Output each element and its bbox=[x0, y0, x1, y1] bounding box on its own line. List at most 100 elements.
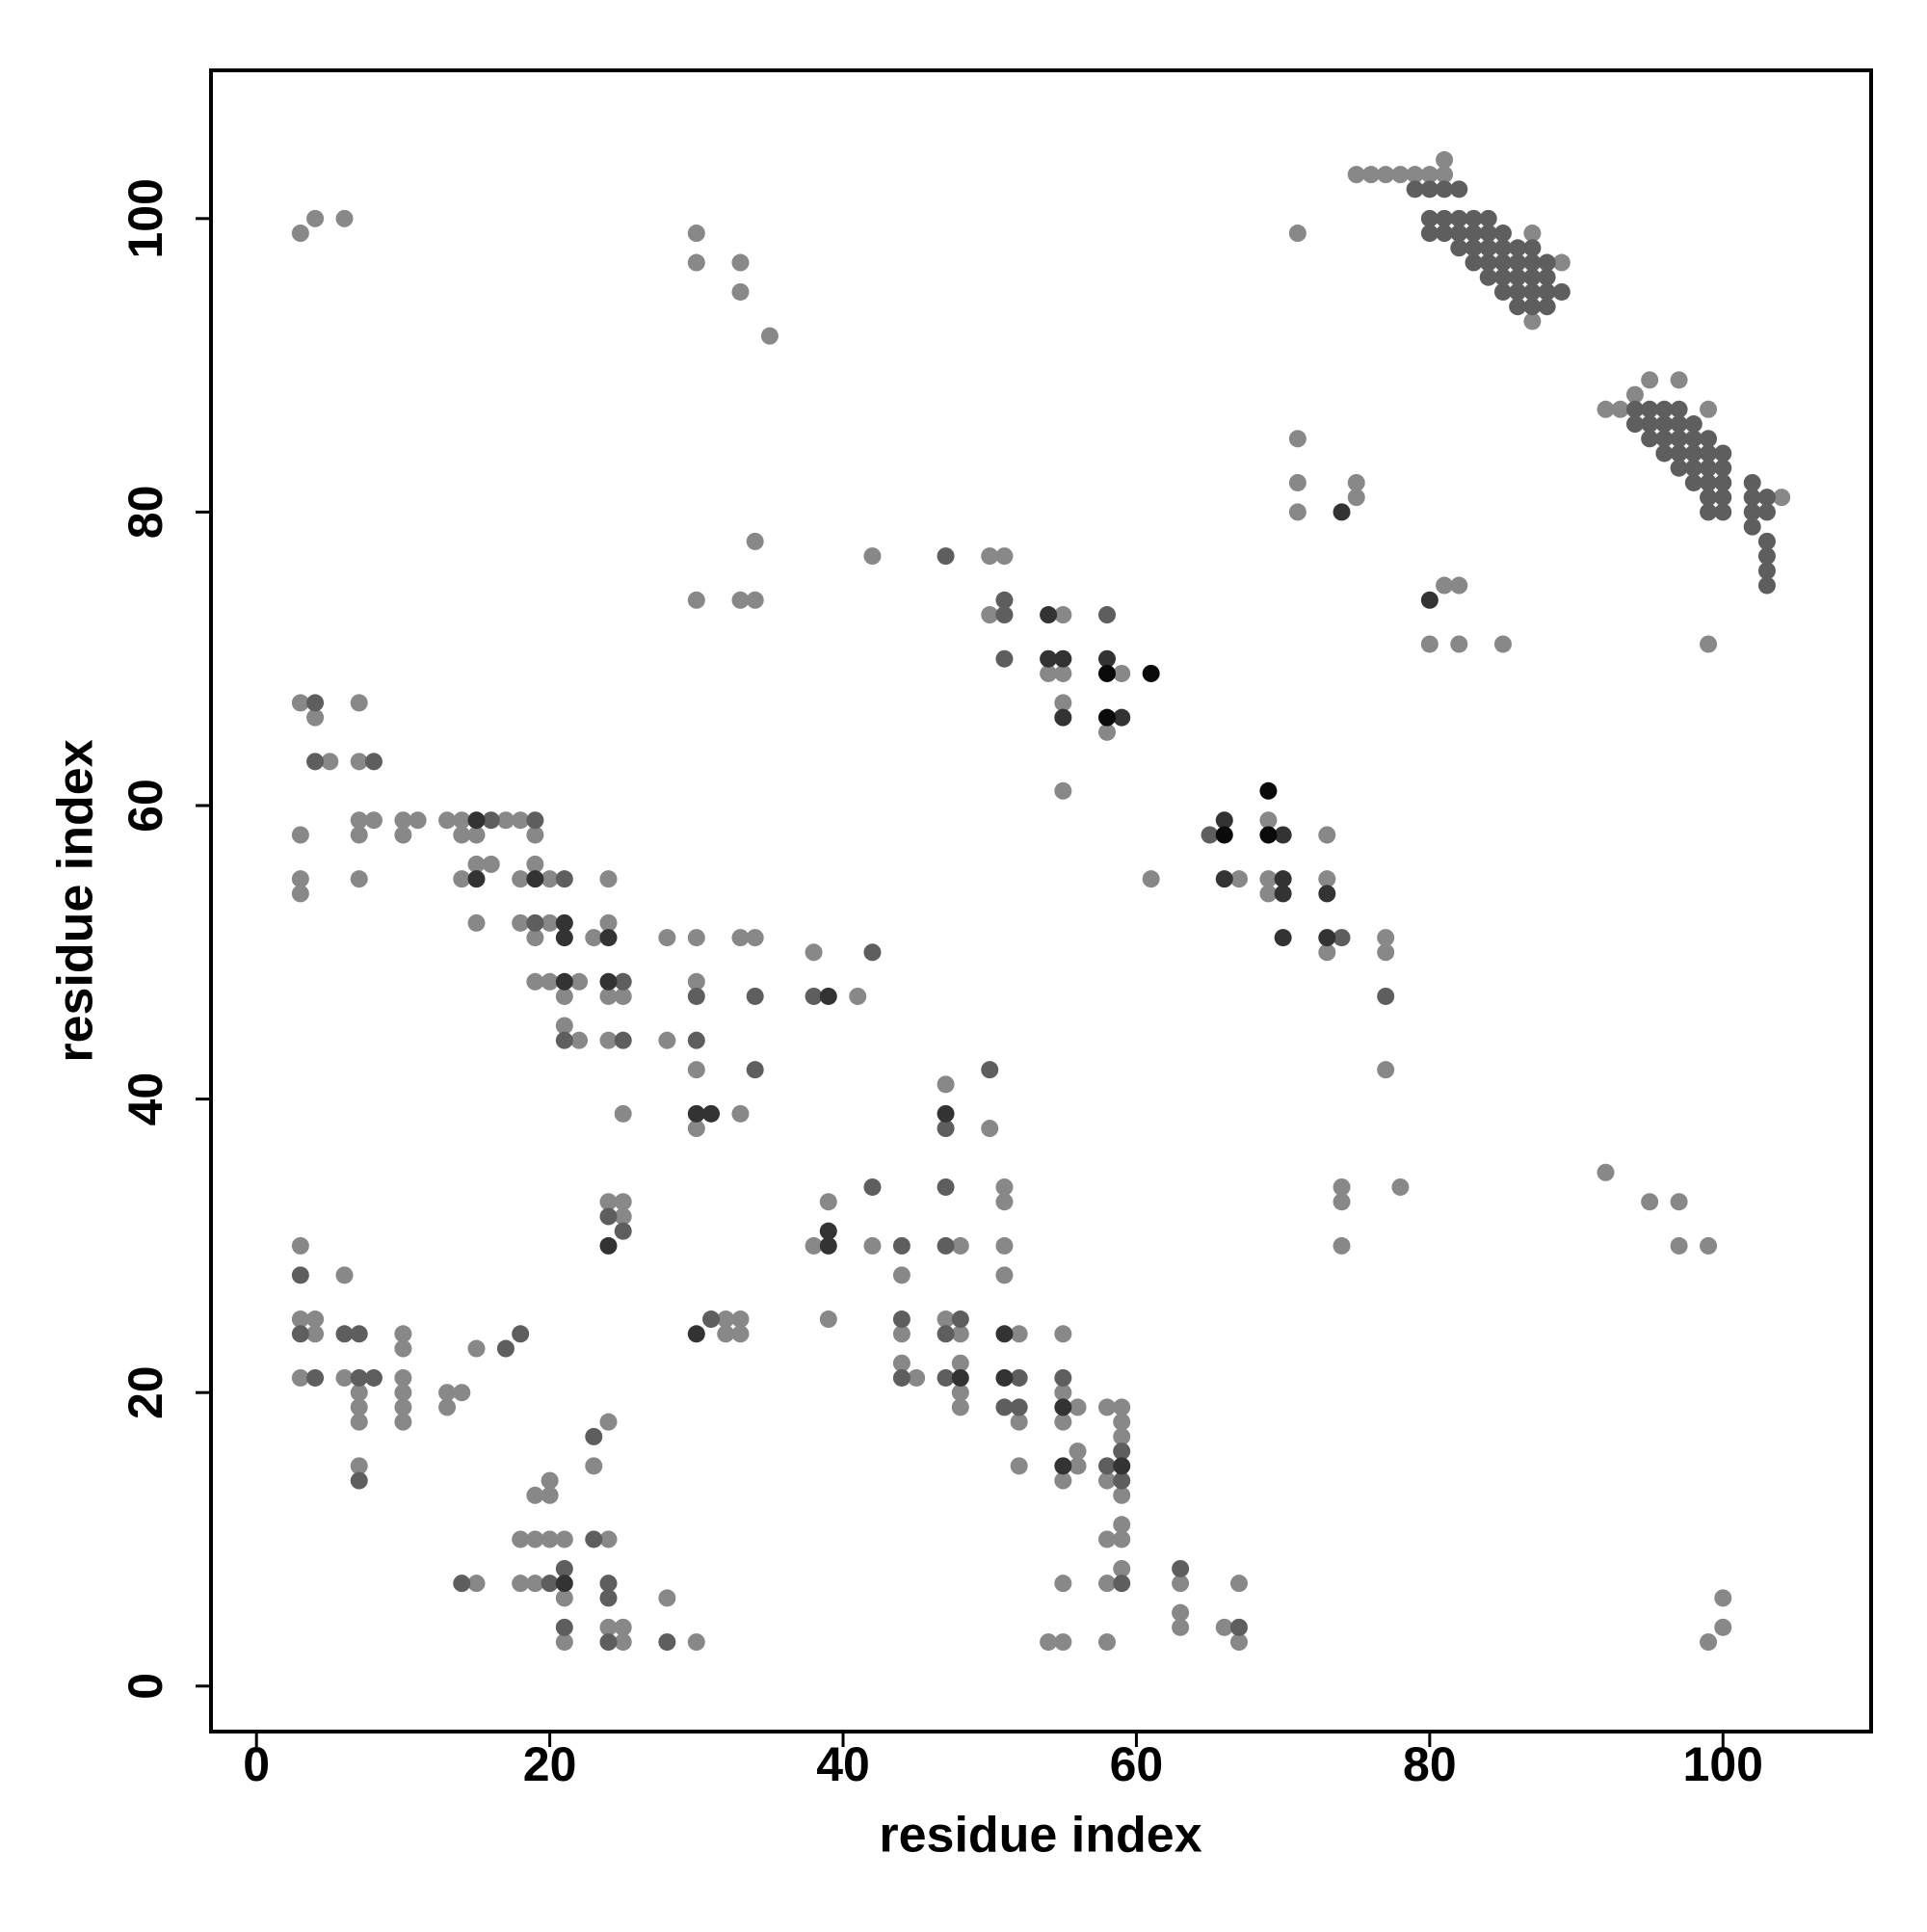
point bbox=[1347, 166, 1365, 184]
point bbox=[1436, 166, 1454, 184]
point bbox=[599, 1193, 618, 1211]
point bbox=[599, 1413, 618, 1431]
point bbox=[1450, 635, 1468, 653]
point bbox=[892, 1236, 911, 1255]
point bbox=[981, 1061, 999, 1079]
point bbox=[1420, 166, 1439, 184]
point bbox=[541, 1575, 559, 1593]
point bbox=[981, 1120, 999, 1138]
point bbox=[1113, 1398, 1131, 1416]
point bbox=[1450, 209, 1468, 227]
point bbox=[570, 1031, 589, 1049]
point bbox=[364, 811, 383, 830]
point bbox=[1700, 459, 1718, 477]
point bbox=[1259, 870, 1278, 888]
point bbox=[1773, 489, 1791, 507]
point bbox=[512, 913, 530, 932]
point bbox=[805, 987, 823, 1005]
point bbox=[555, 913, 573, 932]
point bbox=[1288, 473, 1307, 491]
point bbox=[350, 1457, 368, 1475]
point bbox=[1743, 503, 1761, 521]
point bbox=[1465, 253, 1483, 272]
point bbox=[892, 1325, 911, 1343]
point bbox=[1318, 943, 1336, 962]
point bbox=[1479, 253, 1497, 272]
point bbox=[614, 1207, 632, 1226]
point bbox=[306, 708, 325, 727]
point bbox=[526, 1575, 544, 1593]
point bbox=[306, 1368, 325, 1387]
point bbox=[1420, 591, 1439, 609]
point bbox=[599, 1633, 618, 1652]
point bbox=[1625, 385, 1644, 404]
point bbox=[951, 1354, 969, 1372]
point bbox=[526, 870, 544, 888]
point bbox=[1493, 239, 1512, 257]
point bbox=[599, 929, 618, 947]
point bbox=[819, 987, 837, 1005]
point bbox=[1259, 885, 1278, 903]
point bbox=[1040, 606, 1058, 624]
point bbox=[585, 1457, 603, 1475]
point bbox=[335, 1325, 354, 1343]
point bbox=[1318, 929, 1336, 947]
point bbox=[746, 929, 764, 947]
point bbox=[731, 591, 750, 609]
point bbox=[1757, 562, 1776, 580]
point bbox=[585, 1427, 603, 1445]
point bbox=[1377, 166, 1395, 184]
point bbox=[1069, 1398, 1087, 1416]
point bbox=[350, 811, 368, 830]
point bbox=[1054, 1368, 1072, 1387]
point bbox=[1097, 1471, 1116, 1490]
point bbox=[350, 1368, 368, 1387]
point bbox=[687, 225, 705, 243]
point bbox=[291, 1266, 309, 1284]
point bbox=[350, 694, 368, 712]
point bbox=[394, 811, 412, 830]
point bbox=[1655, 415, 1674, 434]
point bbox=[687, 253, 705, 272]
point bbox=[1333, 503, 1351, 521]
point bbox=[291, 694, 309, 712]
point bbox=[1113, 1559, 1131, 1577]
point bbox=[1377, 1061, 1395, 1079]
point bbox=[1523, 253, 1542, 272]
point bbox=[805, 1236, 823, 1255]
point bbox=[409, 811, 427, 830]
point bbox=[350, 1325, 368, 1343]
point bbox=[1479, 225, 1497, 243]
point bbox=[995, 1178, 1014, 1196]
point bbox=[555, 1589, 573, 1607]
y-tick-label: 20 bbox=[119, 1365, 172, 1419]
point bbox=[512, 811, 530, 830]
point bbox=[1097, 723, 1116, 741]
point bbox=[1377, 929, 1395, 947]
point bbox=[687, 1061, 705, 1079]
point bbox=[1523, 312, 1542, 331]
point bbox=[1538, 253, 1556, 272]
y-tick-label: 100 bbox=[119, 178, 172, 258]
y-axis-label: residue index bbox=[48, 739, 104, 1062]
point bbox=[746, 591, 764, 609]
point bbox=[1684, 430, 1703, 448]
point bbox=[1333, 1178, 1351, 1196]
point bbox=[1274, 929, 1292, 947]
point bbox=[1172, 1618, 1190, 1636]
point bbox=[951, 1310, 969, 1329]
point bbox=[1700, 400, 1718, 418]
point bbox=[1509, 282, 1527, 301]
point bbox=[599, 1530, 618, 1548]
point bbox=[658, 1589, 676, 1607]
point bbox=[1670, 400, 1688, 418]
point bbox=[981, 547, 999, 566]
point bbox=[350, 1384, 368, 1402]
point bbox=[1040, 664, 1058, 682]
point bbox=[541, 972, 559, 991]
point bbox=[555, 1633, 573, 1652]
point bbox=[1069, 1457, 1087, 1475]
point bbox=[1700, 635, 1718, 653]
point bbox=[1523, 239, 1542, 257]
point bbox=[1670, 1236, 1688, 1255]
